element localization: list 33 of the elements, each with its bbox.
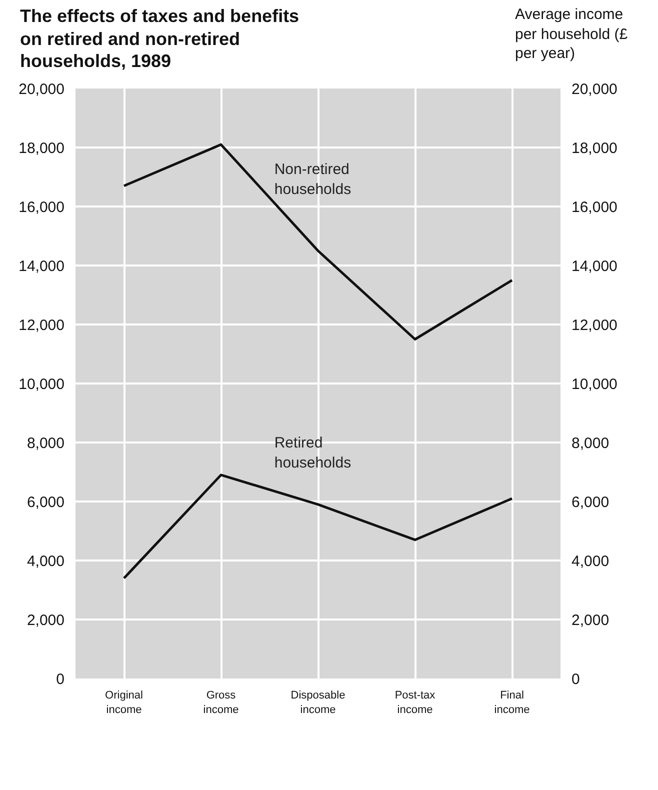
y2-tick-label: 20,000 xyxy=(572,80,618,98)
y-tick-label: 14,000 xyxy=(18,258,65,274)
y-tick-label: 6,000 xyxy=(26,494,65,510)
y2-tick-label: 6,000 xyxy=(572,494,610,510)
x-tick-label: Gross income xyxy=(203,689,239,716)
y2-tick-label: 10,000 xyxy=(572,376,618,392)
line-series xyxy=(122,473,514,579)
y2-tick-label: 4,000 xyxy=(572,552,610,570)
x-tick-label: Original income xyxy=(105,689,143,716)
x-tick-label: Disposable income xyxy=(290,689,346,716)
y-tick-label: 0 xyxy=(56,670,64,688)
y-tick-label: 20,000 xyxy=(18,80,65,98)
y-tick-label: 18,000 xyxy=(18,140,65,156)
x-tick-label: Final income xyxy=(494,689,530,716)
y2-tick-label: 8,000 xyxy=(572,434,610,452)
y2-axis-title: Average income per household (£ per year) xyxy=(515,5,629,64)
y2-tick-label: 12,000 xyxy=(572,316,618,334)
y-tick-label: 8,000 xyxy=(26,434,65,452)
chart-title: The effects of taxes and benefits on retired and non-retired households, 1989 xyxy=(20,5,300,72)
y-tick-label: 16,000 xyxy=(18,198,65,216)
y2-tick-label: 2,000 xyxy=(572,612,610,628)
y2-tick-label: 18,000 xyxy=(572,140,618,156)
y-tick-label: 10,000 xyxy=(18,376,65,392)
y-tick-label: 12,000 xyxy=(18,316,65,334)
y-tick-label: 2,000 xyxy=(26,612,65,628)
series-label: Retired households xyxy=(274,434,352,472)
line-series xyxy=(122,142,514,340)
y2-tick-label: 14,000 xyxy=(572,258,618,274)
series-label: Non-retired households xyxy=(274,160,352,198)
y2-tick-label: 0 xyxy=(572,670,580,688)
y-tick-label: 4,000 xyxy=(26,552,65,570)
x-tick-label: Post-tax income xyxy=(394,689,436,716)
y2-tick-label: 16,000 xyxy=(572,198,618,216)
